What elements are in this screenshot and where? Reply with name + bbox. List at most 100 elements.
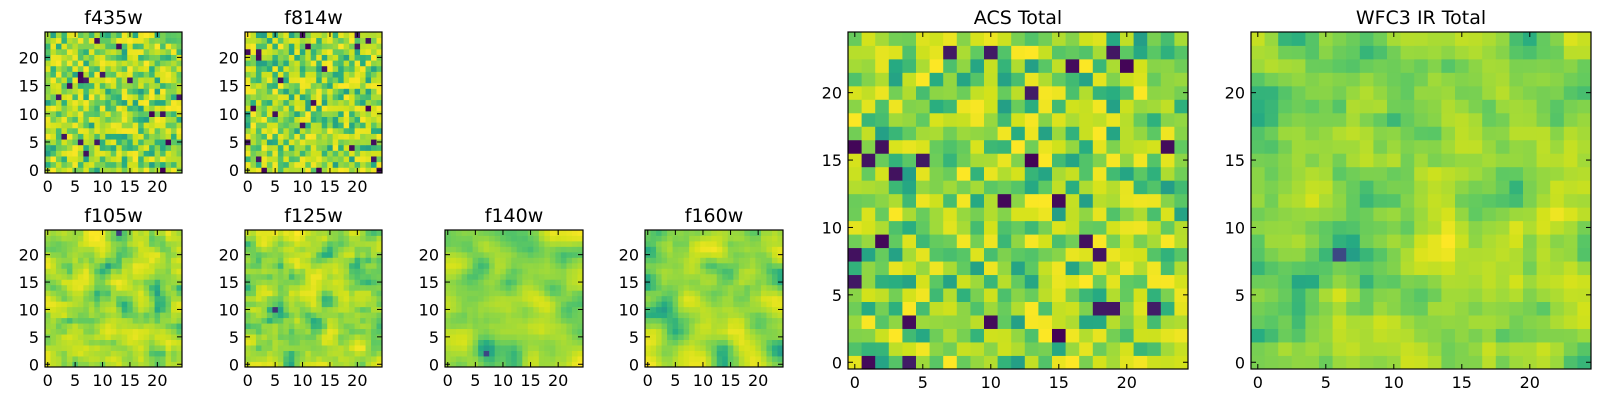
heatmap-cell	[50, 328, 57, 335]
heatmap-cell	[116, 82, 123, 89]
heatmap-cell	[294, 301, 301, 308]
heatmap-cell	[321, 268, 328, 275]
heatmap-cell	[110, 77, 117, 84]
heatmap-cell	[1387, 342, 1401, 356]
heatmap-cell	[354, 345, 361, 351]
heatmap-cell	[478, 356, 485, 362]
f140w-ytick-label: 20	[419, 246, 439, 265]
heatmap-cell	[1052, 72, 1066, 87]
heatmap-cell	[678, 301, 685, 308]
heatmap-cell	[321, 60, 328, 67]
heatmap-cell	[1400, 220, 1415, 235]
heatmap-cell	[143, 350, 150, 357]
heatmap-cell	[299, 317, 306, 324]
heatmap-cell	[365, 122, 372, 129]
heatmap-cell	[66, 339, 73, 346]
heatmap-cell	[727, 328, 734, 335]
heatmap-cell	[160, 43, 166, 50]
heatmap-cell	[171, 317, 177, 324]
heatmap-cell	[261, 257, 268, 264]
heatmap-cell	[165, 71, 172, 78]
heatmap-cell	[50, 32, 57, 39]
f814w-frame	[244, 31, 383, 174]
heatmap-cell	[1509, 328, 1524, 343]
heatmap-cell	[1346, 193, 1361, 208]
heatmap-cell	[160, 77, 166, 84]
heatmap-cell	[305, 290, 312, 297]
heatmap-cell	[494, 257, 501, 264]
heatmap-cell	[733, 323, 740, 330]
heatmap-cell	[722, 295, 729, 302]
heatmap-cell	[678, 240, 685, 247]
heatmap-cell	[50, 43, 57, 50]
heatmap-cell	[700, 323, 707, 330]
heatmap-cell	[327, 273, 334, 280]
heatmap-cell	[997, 355, 1012, 370]
heatmap-cell	[154, 82, 161, 89]
heatmap-cell	[88, 32, 95, 39]
heatmap-cell	[478, 262, 485, 269]
heatmap-cell	[656, 345, 662, 351]
heatmap-cell	[110, 105, 117, 112]
heatmap-cell	[1346, 207, 1361, 222]
heatmap-cell	[165, 139, 172, 146]
heatmap-cell	[338, 290, 345, 297]
heatmap-cell	[689, 268, 696, 275]
heatmap-cell	[171, 77, 177, 84]
heatmap-cell	[116, 257, 123, 264]
heatmap-cell	[105, 144, 112, 151]
heatmap-cell	[667, 268, 673, 275]
heatmap-cell	[132, 290, 139, 297]
heatmap-cell	[94, 339, 101, 346]
heatmap-cell	[450, 339, 457, 346]
heatmap-cell	[127, 37, 134, 44]
heatmap-cell	[343, 235, 350, 242]
heatmap-cell	[332, 262, 339, 269]
heatmap-cell	[55, 257, 62, 264]
heatmap-cell	[549, 334, 556, 340]
heatmap-cell	[349, 60, 355, 67]
heatmap-cell	[66, 317, 73, 324]
heatmap-cell	[956, 126, 971, 141]
heatmap-cell	[132, 251, 139, 258]
heatmap-cell	[650, 240, 657, 247]
heatmap-cell	[343, 37, 350, 44]
heatmap-cell	[650, 279, 657, 286]
heatmap-cell	[94, 43, 101, 50]
heatmap-cell	[577, 345, 584, 351]
heatmap-cell	[555, 240, 562, 247]
heatmap-cell	[456, 328, 462, 335]
heatmap-cell	[1079, 274, 1094, 289]
heatmap-cell	[749, 350, 756, 357]
heatmap-cell	[338, 301, 345, 308]
heatmap-cell	[1550, 288, 1565, 302]
heatmap-cell	[283, 361, 290, 368]
heatmap-cell	[1052, 220, 1066, 235]
heatmap-cell	[88, 161, 95, 168]
heatmap-cell	[560, 268, 567, 275]
heatmap-cell	[489, 317, 496, 324]
heatmap-cell	[338, 240, 345, 247]
heatmap-cell	[327, 284, 334, 291]
heatmap-cell	[1536, 247, 1551, 262]
heatmap-cell	[760, 279, 767, 286]
heatmap-cell	[1359, 261, 1374, 276]
heatmap-cell	[744, 268, 751, 275]
heatmap-cell	[1174, 288, 1189, 302]
heatmap-cell	[656, 306, 662, 313]
heatmap-cell	[288, 133, 295, 140]
heatmap-cell	[77, 312, 84, 319]
heatmap-cell	[160, 279, 166, 286]
heatmap-cell	[72, 161, 79, 168]
heatmap-cell	[310, 156, 317, 163]
heatmap-cell	[755, 317, 762, 324]
heatmap-cell	[332, 161, 339, 168]
heatmap-cell	[110, 301, 117, 308]
heatmap-cell	[332, 251, 339, 258]
heatmap-cell	[1251, 301, 1265, 316]
heatmap-cell	[266, 65, 273, 72]
heatmap-cell	[1079, 32, 1094, 46]
heatmap-cell	[132, 235, 139, 242]
heatmap-cell	[650, 361, 657, 368]
heatmap-cell	[467, 350, 473, 357]
